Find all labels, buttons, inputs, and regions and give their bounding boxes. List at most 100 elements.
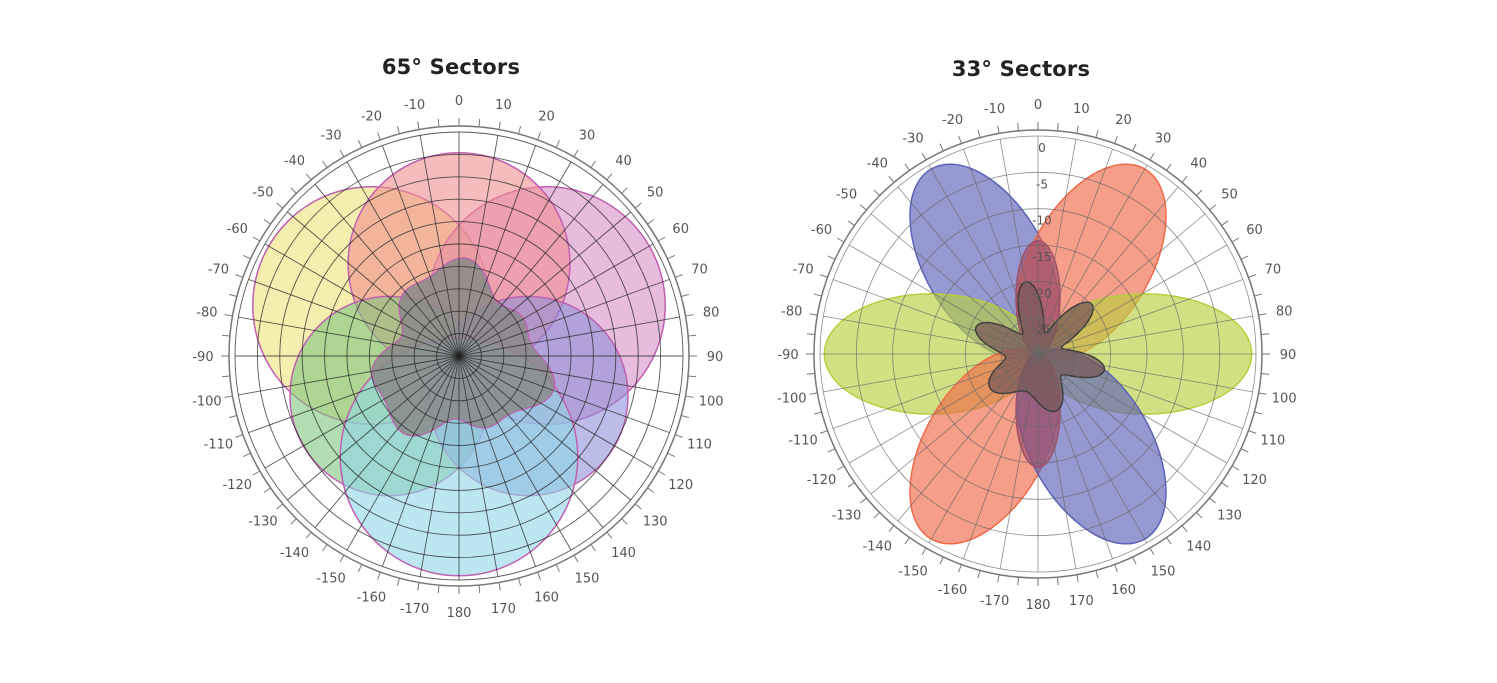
- tick-mark: [888, 525, 895, 533]
- grid-spoke: [287, 211, 460, 357]
- grid-spoke: [897, 353, 1039, 522]
- tick-mark: [688, 375, 697, 378]
- angle-tick-label: 180: [1026, 598, 1051, 613]
- tick-mark: [290, 187, 297, 194]
- tick-mark: [221, 375, 230, 378]
- angle-tick-label: 60: [672, 222, 689, 237]
- tick-mark: [847, 482, 855, 488]
- angle-tick-label: -80: [196, 306, 217, 321]
- tick-mark: [667, 254, 675, 260]
- angle-tick-label: 70: [691, 262, 708, 277]
- tick-mark: [647, 487, 655, 493]
- tick-mark: [621, 518, 628, 525]
- tick-mark: [1114, 135, 1118, 144]
- tick-mark: [1261, 333, 1270, 335]
- tick-mark: [224, 314, 233, 317]
- tick-mark: [339, 554, 345, 563]
- grid-spoke: [458, 145, 537, 357]
- tick-mark: [573, 149, 579, 158]
- tick-mark: [339, 149, 345, 158]
- grid-spoke: [897, 186, 1039, 355]
- angle-tick-label: -120: [807, 473, 837, 488]
- tick-mark: [252, 470, 261, 476]
- angle-tick-label: -60: [811, 223, 832, 238]
- tick-mark: [939, 143, 944, 152]
- tick-mark: [243, 452, 251, 458]
- grid-spoke: [458, 278, 670, 357]
- angle-tick-label: -70: [792, 262, 813, 277]
- grid-spoke: [963, 149, 1039, 355]
- tick-mark: [377, 132, 381, 141]
- tick-mark: [997, 125, 1000, 134]
- tick-mark: [224, 395, 233, 398]
- grid-spoke: [823, 353, 1039, 393]
- tick-mark: [1196, 512, 1203, 519]
- radial-tick-label: -5: [1036, 177, 1048, 191]
- tick-mark: [243, 254, 251, 260]
- tick-mark: [537, 132, 541, 141]
- angle-tick-label: 160: [1111, 583, 1136, 598]
- grid-spoke: [1037, 315, 1253, 355]
- grid-spoke: [1037, 165, 1148, 355]
- angle-tick-label: -10: [404, 98, 425, 113]
- grid-spoke: [248, 355, 460, 434]
- grid-spoke: [458, 161, 572, 357]
- grid-spoke: [928, 353, 1039, 543]
- tick-mark: [1095, 129, 1099, 138]
- grid-spoke: [458, 355, 499, 577]
- grid-spoke: [238, 355, 460, 396]
- tick-mark: [1254, 293, 1263, 297]
- grid-spoke: [458, 355, 631, 501]
- grid-spoke: [1037, 186, 1179, 355]
- grid-spoke: [458, 355, 670, 434]
- tick-mark: [634, 503, 642, 510]
- tick-mark: [235, 434, 244, 438]
- angle-tick-label: -90: [192, 350, 213, 365]
- tick-mark: [1181, 175, 1188, 183]
- angle-tick-label: 180: [447, 606, 472, 621]
- tick-mark: [888, 175, 895, 183]
- tick-mark: [235, 274, 244, 278]
- grid-spoke: [314, 184, 460, 357]
- tick-mark: [1248, 274, 1257, 278]
- tick-mark: [1221, 482, 1229, 488]
- grid-spoke: [1037, 279, 1243, 355]
- grid-spoke: [458, 355, 680, 396]
- angle-tick-label: 40: [615, 154, 632, 169]
- grid-spoke: [381, 145, 460, 357]
- tick-mark: [498, 582, 501, 591]
- tick-mark: [958, 135, 962, 144]
- grid-spoke: [849, 353, 1039, 464]
- tick-mark: [263, 487, 271, 493]
- tick-mark: [1254, 411, 1263, 415]
- grid-spoke: [963, 353, 1039, 559]
- angle-tick-label: -130: [248, 515, 278, 530]
- angle-tick-label: 10: [495, 98, 512, 113]
- grid-spoke: [1037, 213, 1206, 355]
- grid-spoke: [1037, 353, 1206, 495]
- tick-mark: [228, 293, 237, 297]
- angle-tick-label: 150: [1151, 565, 1176, 580]
- angle-tick-label: -60: [227, 222, 248, 237]
- grid-spoke: [1037, 244, 1227, 355]
- angle-tick-label: 120: [1242, 473, 1267, 488]
- tick-mark: [813, 411, 822, 415]
- tick-mark: [1240, 448, 1249, 453]
- tick-mark: [573, 554, 579, 563]
- grid-spoke: [458, 355, 654, 469]
- grid-spoke: [458, 316, 680, 357]
- angle-tick-label: -40: [867, 156, 888, 171]
- angle-tick-label: 170: [491, 602, 516, 617]
- tick-mark: [681, 293, 690, 297]
- tick-mark: [263, 219, 271, 225]
- tick-mark: [674, 434, 683, 438]
- angle-tick-label: 130: [643, 515, 668, 530]
- angle-tick-label: -20: [942, 113, 963, 128]
- tick-mark: [478, 118, 481, 127]
- grid-spoke: [381, 355, 460, 567]
- grid-spoke: [419, 135, 460, 357]
- tick-mark: [1209, 497, 1217, 504]
- tick-mark: [685, 314, 694, 317]
- tick-mark: [1209, 204, 1217, 211]
